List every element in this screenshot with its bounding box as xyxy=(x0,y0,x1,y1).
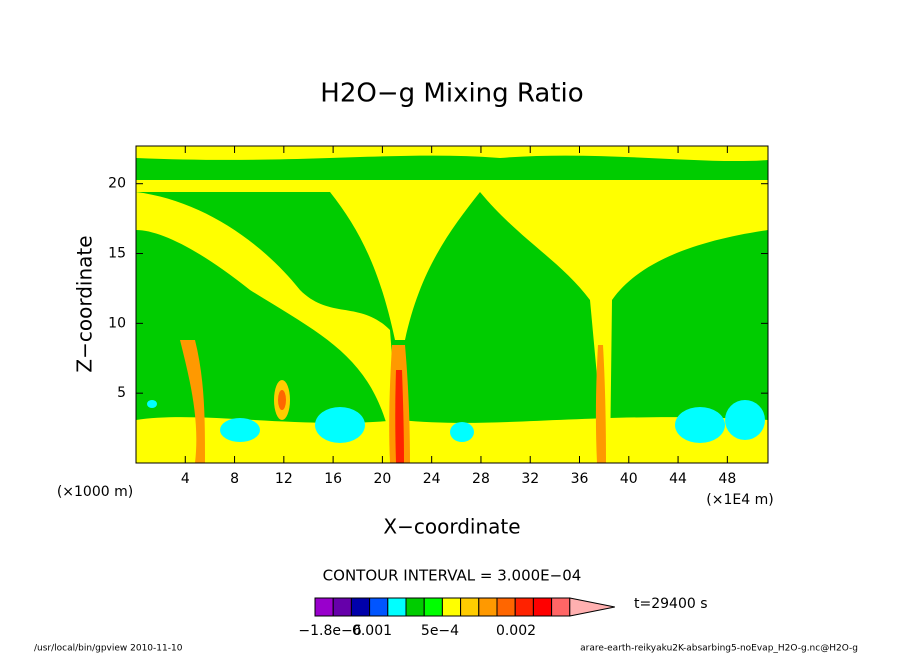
x-tick-label: 16 xyxy=(324,471,342,487)
x-tick-label: 36 xyxy=(571,471,589,487)
x-tick-label: 44 xyxy=(669,471,687,487)
y-tick-label: 5 xyxy=(117,385,126,401)
colorbar-box xyxy=(441,597,462,617)
x-tick-label: 48 xyxy=(718,471,736,487)
y-tick-label: 15 xyxy=(108,246,126,262)
x-tick-label: 32 xyxy=(521,471,539,487)
footer-right: arare-earth-reikyaku2K-absarbing5-noEvap… xyxy=(580,644,858,654)
colorbar-label: −1.8e−6 xyxy=(298,623,361,639)
y-tick-label: 10 xyxy=(108,315,126,331)
x-axis-label: X−coordinate xyxy=(383,515,520,539)
x-tick-label: 4 xyxy=(181,471,190,487)
colorbar-box xyxy=(369,597,389,617)
contour-field xyxy=(136,146,768,463)
y-axis-label: Z−coordinate xyxy=(73,235,97,372)
colorbar-label: 0.002 xyxy=(496,623,536,639)
colorbar-box xyxy=(460,597,480,617)
x-tick-label: 20 xyxy=(373,471,391,487)
footer-left: /usr/local/bin/gpview 2010-11-10 xyxy=(34,644,183,654)
colorbar-box xyxy=(551,597,571,617)
x-unit: (×1000 m) xyxy=(57,484,133,500)
x-tick-label: 24 xyxy=(423,471,441,487)
x-tick-label: 8 xyxy=(230,471,239,487)
time-label: t=29400 s xyxy=(634,596,708,612)
chart-title: H2O−g Mixing Ratio xyxy=(320,79,583,109)
colorbar-box xyxy=(350,597,371,617)
colorbar-arrow xyxy=(569,597,615,617)
x-unit-secondary: (×1E4 m) xyxy=(706,492,773,508)
colorbar-box xyxy=(332,597,352,617)
colorbar-box xyxy=(387,597,407,617)
colorbar-label: 0.001 xyxy=(352,623,392,639)
colorbar-box xyxy=(514,597,534,617)
plot-frame xyxy=(135,145,769,464)
x-tick-label: 40 xyxy=(620,471,638,487)
colorbar-box xyxy=(405,597,425,617)
colorbar-box xyxy=(532,597,553,617)
contour-interval: CONTOUR INTERVAL = 3.000E−04 xyxy=(323,567,582,585)
colorbar-box xyxy=(423,597,443,617)
colorbar-box xyxy=(314,597,334,617)
y-tick-label: 20 xyxy=(108,176,126,192)
colorbar-box xyxy=(496,597,516,617)
x-tick-label: 12 xyxy=(275,471,293,487)
colorbar-box xyxy=(478,597,498,617)
x-tick-label: 28 xyxy=(472,471,490,487)
colorbar-label: 5e−4 xyxy=(421,623,459,639)
